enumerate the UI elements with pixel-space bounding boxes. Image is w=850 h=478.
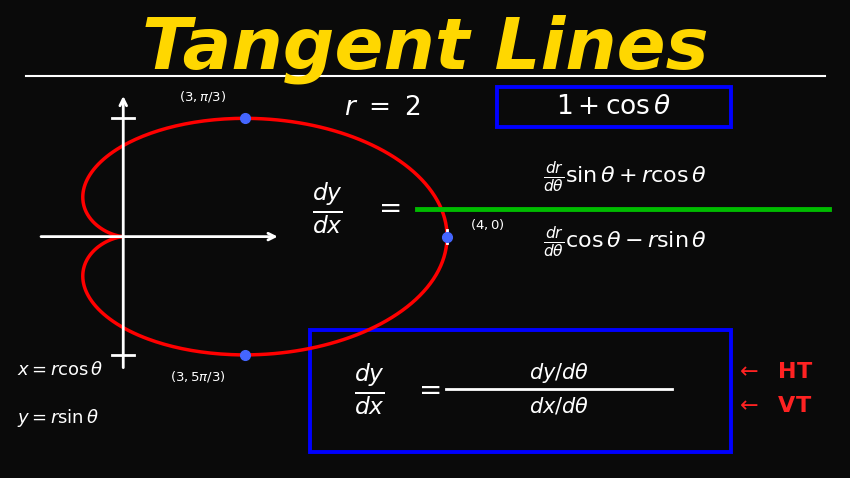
- Text: $\frac{dr}{d\theta}\cos\theta - r\sin\theta$: $\frac{dr}{d\theta}\cos\theta - r\sin\th…: [543, 224, 706, 259]
- Text: $=$: $=$: [373, 193, 400, 221]
- Text: $(4,0)$: $(4,0)$: [470, 217, 505, 232]
- Text: $(3,\pi/3)$: $(3,\pi/3)$: [178, 89, 226, 104]
- Text: $\frac{dy}{dx}$: $\frac{dy}{dx}$: [354, 362, 385, 417]
- Text: $dx/d\theta$: $dx/d\theta$: [530, 396, 589, 417]
- Text: $\leftarrow$  HT: $\leftarrow$ HT: [735, 362, 813, 382]
- Text: $y = r\sin\theta$: $y = r\sin\theta$: [17, 407, 99, 429]
- Text: $\frac{dy}{dx}$: $\frac{dy}{dx}$: [312, 180, 343, 236]
- Text: $1 + \cos\theta$: $1 + \cos\theta$: [557, 94, 672, 120]
- Text: $=$: $=$: [413, 375, 440, 402]
- Text: $dy/d\theta$: $dy/d\theta$: [530, 361, 589, 385]
- Bar: [497, 87, 731, 127]
- Text: $r \ = \ 2$: $r \ = \ 2$: [344, 95, 421, 120]
- Text: Tangent Lines: Tangent Lines: [142, 14, 708, 84]
- Bar: [310, 330, 731, 452]
- Text: $(3,5\pi/3)$: $(3,5\pi/3)$: [170, 369, 226, 384]
- Text: $\frac{dr}{d\theta}\sin\theta + r\cos\theta$: $\frac{dr}{d\theta}\sin\theta + r\cos\th…: [543, 159, 706, 195]
- Text: $x = r\cos\theta$: $x = r\cos\theta$: [17, 361, 104, 379]
- Text: $\leftarrow$  VT: $\leftarrow$ VT: [735, 396, 813, 416]
